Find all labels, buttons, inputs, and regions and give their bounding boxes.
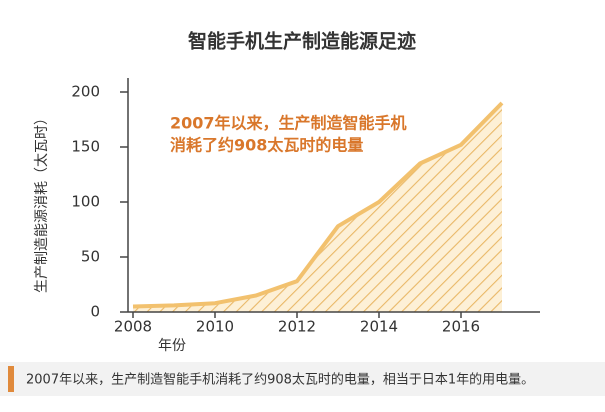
x-axis-label: 年份 <box>158 338 186 354</box>
footer-band <box>0 362 605 396</box>
plot <box>132 101 504 312</box>
area <box>133 103 502 312</box>
chart-title: 智能手机生产制造能源足迹 <box>188 30 416 53</box>
y-tick-label: 150 <box>71 138 100 156</box>
y-axis-label: 生产制造能源消耗（太瓦时） <box>34 111 50 293</box>
annotation: 2007年以来，生产制造智能手机 <box>170 114 407 133</box>
footnote: 2007年以来，生产制造智能手机消耗了约908太瓦时的电量，相当于日本1年的用电… <box>26 372 534 388</box>
y-tick-label: 200 <box>71 83 100 101</box>
y-tick-label: 0 <box>90 303 100 321</box>
y-tick-label: 50 <box>81 248 100 266</box>
line <box>132 101 504 309</box>
x-tick-label: 2010 <box>196 318 234 336</box>
footer-accent <box>8 366 14 392</box>
annotation: 消耗了约908太瓦时的电量 <box>170 136 363 155</box>
x-tick-label: 2012 <box>278 318 316 336</box>
x-tick-label: 2014 <box>360 318 398 336</box>
x-tick-label: 2016 <box>442 318 480 336</box>
y-tick-label: 100 <box>71 193 100 211</box>
x-tick-label: 2008 <box>114 318 152 336</box>
